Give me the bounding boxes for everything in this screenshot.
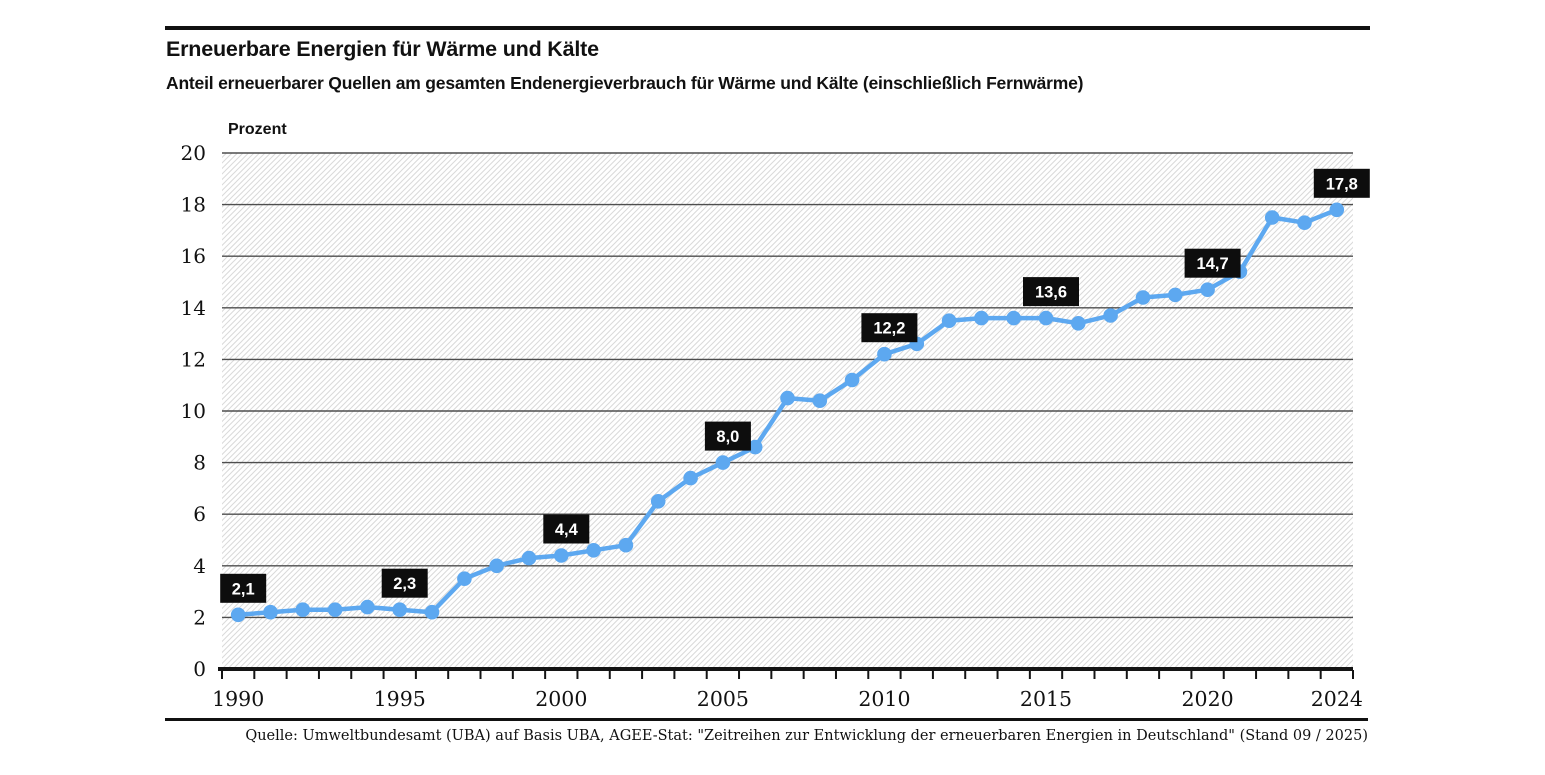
y-tick-label: 10 bbox=[181, 399, 206, 423]
x-tick-label: 1990 bbox=[212, 687, 264, 711]
y-tick-label: 6 bbox=[193, 502, 206, 526]
data-point bbox=[618, 537, 634, 553]
data-point bbox=[812, 393, 828, 409]
data-label-box bbox=[543, 514, 590, 544]
y-tick-label: 8 bbox=[193, 451, 206, 475]
x-tick-label: 2020 bbox=[1181, 687, 1233, 711]
data-point bbox=[1006, 310, 1021, 326]
data-label-box bbox=[861, 313, 918, 343]
data-label-box bbox=[704, 421, 751, 451]
header-rule bbox=[165, 26, 1370, 30]
data-point bbox=[489, 558, 505, 574]
data-label-box bbox=[1023, 277, 1079, 307]
data-point bbox=[1103, 308, 1118, 323]
y-tick-label: 2 bbox=[193, 605, 206, 629]
y-tick-label: 4 bbox=[193, 554, 206, 578]
data-label: 8,0 bbox=[716, 428, 739, 446]
data-point bbox=[1264, 210, 1280, 225]
source-text: Quelle: Umweltbundesamt (UBA) auf Basis … bbox=[245, 728, 1368, 744]
data-point bbox=[392, 602, 408, 617]
source-rule bbox=[165, 718, 1368, 721]
data-point bbox=[1038, 310, 1054, 326]
data-point bbox=[360, 599, 375, 615]
data-point bbox=[877, 346, 892, 362]
x-tick-label: 2015 bbox=[1020, 687, 1072, 711]
data-label-box bbox=[220, 573, 267, 603]
data-label: 2,1 bbox=[232, 580, 255, 598]
data-label: 14,7 bbox=[1197, 255, 1229, 273]
data-point bbox=[844, 372, 860, 388]
x-tick-label: 2010 bbox=[858, 687, 910, 711]
data-label: 2,3 bbox=[393, 575, 416, 593]
data-point bbox=[1135, 290, 1151, 305]
y-tick-label: 18 bbox=[181, 193, 206, 217]
data-label: 4,4 bbox=[555, 521, 579, 539]
data-label: 13,6 bbox=[1035, 284, 1067, 302]
data-point bbox=[586, 543, 601, 558]
x-tick-label: 1995 bbox=[374, 687, 426, 711]
data-point bbox=[974, 310, 989, 326]
y-tick-label: 0 bbox=[193, 657, 206, 681]
data-label-box bbox=[1184, 248, 1241, 278]
data-point bbox=[1297, 215, 1312, 230]
data-label: 17,8 bbox=[1326, 175, 1358, 193]
page-title: Erneuerbare Energien für Wärme und Kälte bbox=[166, 37, 599, 61]
data-point bbox=[457, 571, 472, 586]
page-subtitle: Anteil erneuerbarer Quellen am gesamten … bbox=[166, 73, 1084, 93]
data-label-box bbox=[1313, 168, 1370, 198]
data-label: 12,2 bbox=[873, 320, 905, 338]
data-point bbox=[1329, 202, 1345, 218]
y-tick-label: 14 bbox=[181, 296, 206, 320]
data-point bbox=[554, 548, 569, 563]
data-label-box bbox=[381, 568, 428, 598]
y-tick-label: 20 bbox=[181, 141, 206, 165]
y-axis-title: Prozent bbox=[228, 121, 287, 138]
data-point bbox=[941, 313, 957, 329]
x-tick-label: 2024 bbox=[1311, 687, 1363, 711]
data-point bbox=[650, 494, 666, 509]
data-point bbox=[424, 604, 440, 620]
data-point bbox=[1168, 287, 1183, 303]
data-point bbox=[521, 550, 537, 566]
y-tick-label: 12 bbox=[181, 347, 206, 371]
data-point bbox=[1071, 316, 1086, 331]
x-tick-label: 2000 bbox=[535, 687, 587, 711]
data-point bbox=[263, 604, 278, 620]
data-point bbox=[295, 602, 311, 617]
data-point bbox=[230, 607, 246, 623]
data-point bbox=[780, 390, 795, 406]
data-point bbox=[683, 470, 698, 486]
data-point bbox=[1200, 282, 1215, 298]
x-tick-label: 2005 bbox=[697, 687, 749, 711]
data-point bbox=[327, 602, 343, 617]
y-tick-label: 16 bbox=[181, 244, 206, 268]
data-point bbox=[747, 439, 763, 455]
data-point bbox=[715, 455, 731, 470]
